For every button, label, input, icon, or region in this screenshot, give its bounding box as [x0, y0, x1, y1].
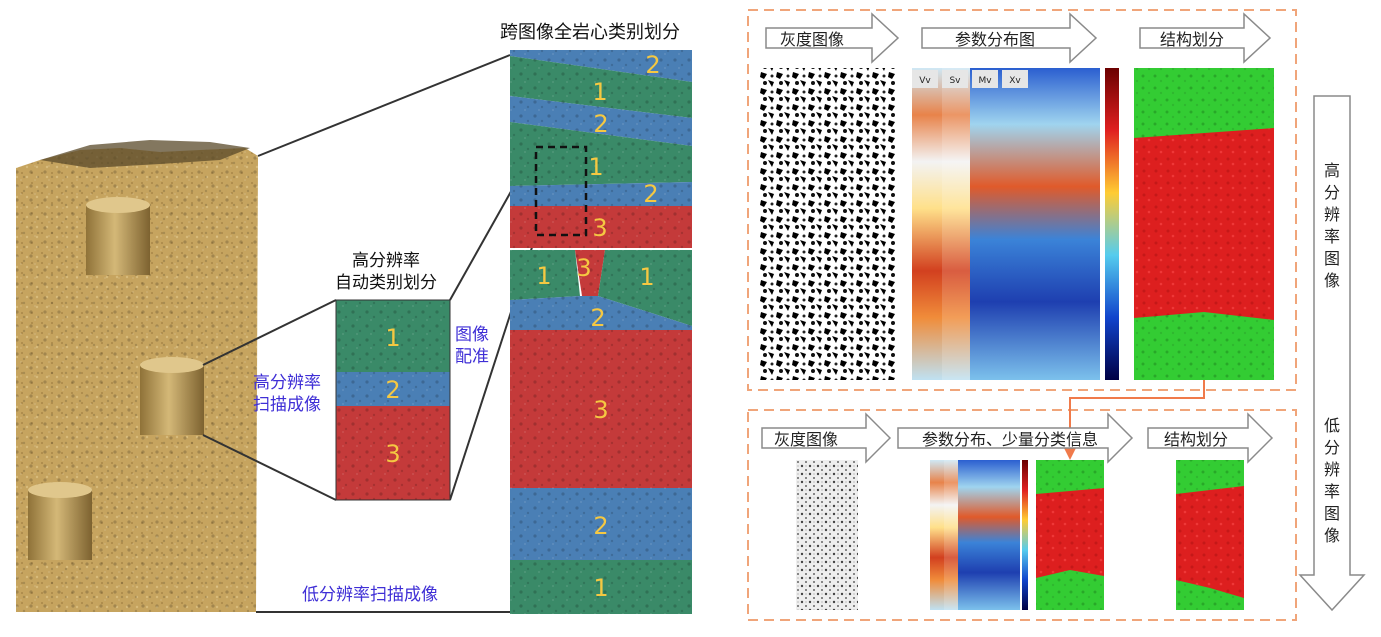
bottom-step-param-label: 参数分布、少量分类信息	[922, 430, 1098, 449]
hr-segment-panel: 1 2 3	[335, 299, 451, 501]
low-res-frame	[747, 409, 1297, 621]
cross-image-title: 跨图像全岩心类别划分	[500, 22, 680, 43]
top-param-maps: Vv Sv Mv Xv	[912, 68, 1119, 380]
top-gray-image	[758, 68, 896, 380]
top-step-param-label: 参数分布图	[955, 30, 1035, 49]
side-high-res-label: 高分辨率图像	[1323, 161, 1340, 290]
bottom-step-gray-label: 灰度图像	[774, 430, 838, 449]
param-col-sv: Sv	[949, 76, 961, 86]
top-arrow-struct	[1139, 12, 1272, 64]
cross-image-column: 2 1 2 1 2 3 1 3 1 2 3 2 1	[510, 50, 692, 614]
top-step-struct-label: 结构划分	[1160, 30, 1224, 49]
bottom-param-maps	[930, 460, 1028, 610]
plug-middle	[140, 357, 204, 435]
top-step-gray-label: 灰度图像	[780, 30, 844, 49]
top-arrow-gray	[765, 12, 900, 64]
registration-line1: 图像	[455, 325, 489, 345]
hr-scan-line2: 扫描成像	[253, 395, 321, 415]
bottom-partial-labels	[1036, 460, 1104, 610]
lr-scan-label: 低分辨率扫描成像	[302, 585, 438, 605]
bottom-step-struct-label: 结构划分	[1164, 430, 1228, 449]
param-col-mv: Mv	[978, 76, 992, 86]
top-arrow-param	[921, 12, 1098, 64]
col-seg-label: 1	[639, 263, 654, 291]
col-seg-label: 2	[645, 51, 660, 79]
plug-top	[86, 197, 150, 275]
param-col-xv: Xv	[1009, 76, 1021, 86]
side-low-res-label: 低分辨率图像	[1323, 416, 1340, 545]
hr-seg-label-3: 3	[385, 440, 400, 468]
col-seg-label: 3	[592, 214, 607, 242]
hr-seg-label-1: 1	[385, 324, 400, 352]
colorbar	[1105, 68, 1119, 380]
top-structure-map	[1134, 68, 1274, 380]
hr-scan-line1: 高分辨率	[253, 373, 321, 393]
col-seg-label: 1	[592, 78, 607, 106]
col-seg-label: 1	[593, 574, 608, 602]
transfer-arrow	[1064, 380, 1205, 460]
hr-seg-label-2: 2	[385, 376, 400, 404]
col-seg-label: 3	[593, 396, 608, 424]
col-seg-label: 1	[588, 153, 603, 181]
col-seg-label: 1	[536, 262, 551, 290]
top-step-arrows	[765, 12, 1272, 64]
param-col-vv: Vv	[919, 76, 931, 86]
col-seg-label: 2	[643, 180, 658, 208]
hr-title-line2: 自动类别划分	[335, 273, 437, 293]
bottom-structure-map	[1176, 460, 1244, 610]
bottom-gray-image	[796, 460, 858, 610]
plug-bottom	[28, 482, 92, 560]
bottom-step-arrows	[761, 412, 1274, 464]
col-seg-label: 2	[593, 110, 608, 138]
col-seg-label: 2	[590, 304, 605, 332]
resolution-down-arrow	[1298, 95, 1366, 612]
col-seg-label: 2	[593, 512, 608, 540]
hr-title-line1: 高分辨率	[352, 251, 420, 271]
high-res-frame	[747, 9, 1297, 391]
registration-line2: 配准	[455, 347, 489, 367]
hr-location-box	[534, 145, 588, 237]
col-seg-label: 3	[576, 254, 591, 282]
